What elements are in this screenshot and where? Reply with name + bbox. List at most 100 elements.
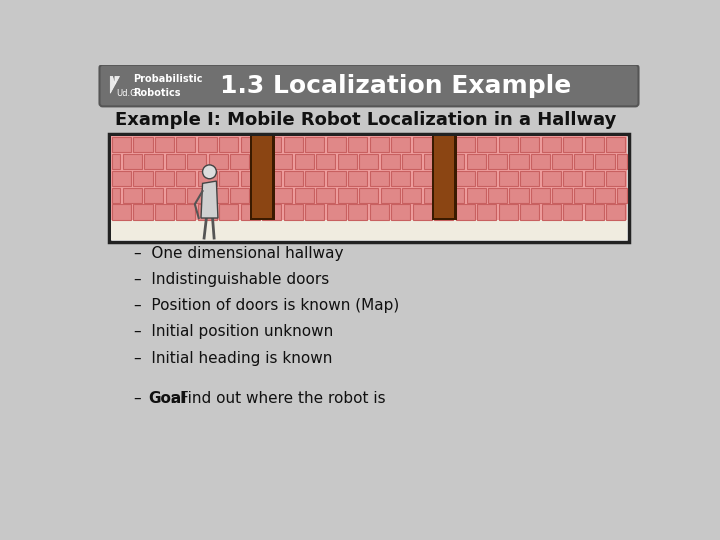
Bar (209, 154, 228, 169)
Bar (111, 218, 627, 240)
Text: Probabilistic: Probabilistic (133, 73, 203, 84)
Bar (467, 154, 486, 169)
Bar (294, 187, 314, 203)
Bar (456, 137, 475, 152)
Bar (499, 204, 518, 220)
Polygon shape (110, 76, 120, 93)
Bar (284, 204, 303, 220)
Bar (316, 187, 336, 203)
Text: Robotics: Robotics (133, 89, 181, 98)
Bar (176, 204, 196, 220)
Bar (521, 171, 539, 186)
Bar (262, 204, 282, 220)
Bar (391, 171, 410, 186)
Bar (585, 171, 604, 186)
Bar (456, 204, 475, 220)
Bar (252, 137, 272, 218)
Bar (133, 204, 153, 220)
Bar (111, 137, 627, 220)
Bar (531, 187, 550, 203)
Bar (370, 171, 389, 186)
Bar (220, 171, 238, 186)
Bar (423, 154, 443, 169)
Bar (112, 171, 131, 186)
Ellipse shape (202, 165, 217, 179)
Bar (391, 204, 410, 220)
Bar (413, 137, 432, 152)
Bar (198, 204, 217, 220)
Bar (348, 204, 367, 220)
Bar (338, 187, 356, 203)
Bar (531, 154, 550, 169)
Bar (574, 154, 593, 169)
Bar (294, 154, 314, 169)
FancyBboxPatch shape (99, 65, 639, 106)
Text: –  Position of doors is known (Map): – Position of doors is known (Map) (134, 298, 400, 313)
Bar (305, 204, 325, 220)
Bar (423, 187, 443, 203)
Bar (499, 137, 518, 152)
Bar (112, 154, 120, 169)
Bar (250, 137, 274, 220)
Bar (348, 171, 367, 186)
Bar (155, 204, 174, 220)
Bar (563, 204, 582, 220)
Bar (327, 137, 346, 152)
Bar (391, 137, 410, 152)
Bar (262, 171, 282, 186)
Bar (541, 171, 561, 186)
Text: –: – (134, 391, 151, 406)
Bar (510, 154, 528, 169)
Bar (187, 187, 206, 203)
Bar (176, 171, 196, 186)
Bar (338, 154, 356, 169)
Bar (434, 137, 454, 152)
Bar (552, 187, 572, 203)
Bar (595, 187, 615, 203)
Bar (240, 137, 260, 152)
Bar (112, 187, 120, 203)
Bar (617, 187, 627, 203)
Polygon shape (201, 181, 218, 218)
Text: –  Indistinguishable doors: – Indistinguishable doors (134, 272, 329, 287)
Bar (262, 137, 282, 152)
Bar (477, 137, 496, 152)
Text: 1.3 Localization Example: 1.3 Localization Example (220, 73, 571, 98)
Bar (402, 154, 421, 169)
Bar (240, 204, 260, 220)
Bar (595, 154, 615, 169)
Bar (359, 154, 378, 169)
Bar (370, 137, 389, 152)
Bar (434, 171, 454, 186)
Bar (348, 137, 367, 152)
Bar (413, 204, 432, 220)
Bar (380, 154, 400, 169)
Bar (155, 171, 174, 186)
Bar (112, 137, 131, 152)
Bar (198, 137, 217, 152)
Bar (552, 154, 572, 169)
Bar (273, 187, 292, 203)
Bar (220, 204, 238, 220)
Bar (606, 137, 626, 152)
Bar (445, 187, 464, 203)
Bar (432, 137, 456, 220)
Bar (230, 187, 249, 203)
Bar (109, 134, 629, 242)
Text: Goal: Goal (148, 391, 186, 406)
Bar (187, 154, 206, 169)
Bar (198, 171, 217, 186)
Bar (220, 137, 238, 152)
Bar (327, 171, 346, 186)
Bar (488, 187, 507, 203)
Bar (166, 187, 185, 203)
Bar (617, 154, 627, 169)
Bar (467, 187, 486, 203)
Bar (273, 154, 292, 169)
Bar (499, 171, 518, 186)
Bar (327, 204, 346, 220)
Bar (488, 154, 507, 169)
Bar (563, 171, 582, 186)
Bar (521, 137, 539, 152)
Bar (541, 137, 561, 152)
